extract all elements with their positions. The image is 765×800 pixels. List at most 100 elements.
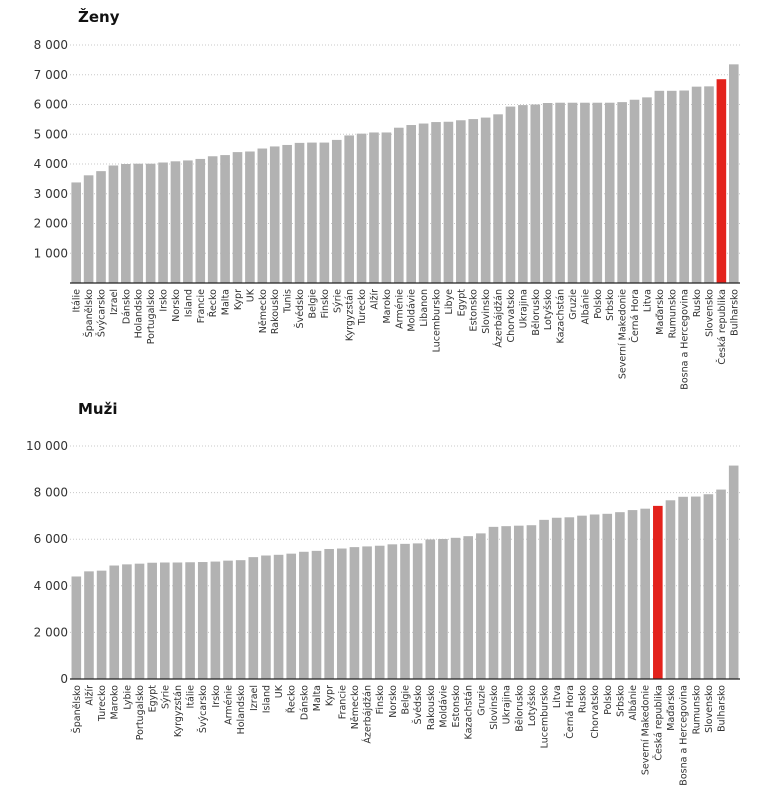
x-tick-label: Rumunsko <box>667 289 678 339</box>
x-tick-label: Kyrgyzstán <box>345 289 356 341</box>
x-tick-label: Chorvatsko <box>590 685 601 739</box>
bar <box>134 563 145 679</box>
x-tick-label: Turecko <box>97 685 108 722</box>
x-tick-label: Kazachstán <box>556 289 567 343</box>
bar <box>564 517 575 679</box>
x-tick-label: Sýrie <box>160 685 171 709</box>
bar <box>580 102 590 283</box>
bar <box>349 547 360 679</box>
x-tick-label: Izrael <box>109 289 120 315</box>
bar <box>248 557 259 679</box>
x-tick-label: UK <box>274 684 285 698</box>
y-tick-label: 4 000 <box>34 579 68 593</box>
bar <box>362 546 372 679</box>
x-tick-label: Lotyšsko <box>527 685 538 726</box>
x-tick-label: Bulharsko <box>729 289 740 336</box>
x-tick-label: Rakousko <box>270 289 281 334</box>
bar <box>195 158 206 283</box>
bar <box>615 512 625 679</box>
x-tick-label: Estonsko <box>451 685 462 728</box>
x-tick-label: Bosna a Hercegovina <box>680 289 691 390</box>
bar <box>220 155 230 283</box>
bar <box>158 162 168 283</box>
y-tick-label: 7 000 <box>34 68 68 82</box>
bar <box>728 64 739 284</box>
bar <box>468 119 479 283</box>
bar <box>555 102 565 283</box>
x-tick-label: Irsko <box>159 289 170 312</box>
bar <box>374 545 385 679</box>
bar <box>71 182 82 283</box>
bar <box>183 160 193 283</box>
x-tick-label: Kyrgyzstán <box>173 685 184 737</box>
bar <box>232 152 243 283</box>
x-tick-label: Lotyšsko <box>543 289 554 330</box>
x-tick-label: Albánie <box>580 289 591 325</box>
bar <box>704 86 714 283</box>
bar <box>425 539 436 679</box>
bar <box>542 103 553 283</box>
bar <box>307 142 317 283</box>
x-tick-label: Švýcarsko <box>197 685 209 733</box>
bar <box>728 465 739 679</box>
bar <box>493 114 503 283</box>
x-tick-label: Lucembursko <box>432 289 443 353</box>
bar <box>324 548 334 679</box>
chart-1: Ženy 1 000 2 000 3 000 4 000 5 000 6 000 7 000 8… <box>34 7 741 390</box>
x-tick-label: Itálie <box>186 685 197 709</box>
y-tick-label: 5 000 <box>34 127 68 141</box>
bar <box>665 500 676 679</box>
x-tick-label: Ukrajina <box>502 685 513 724</box>
y-tick-label: 8 000 <box>34 38 68 52</box>
x-tick-label: Ukrajina <box>518 289 529 328</box>
chart-title: Ženy <box>78 7 120 26</box>
bar <box>331 139 342 283</box>
x-tick-label: Rumunsko <box>691 685 702 735</box>
x-tick-label: Německo <box>350 685 361 729</box>
bar <box>443 121 454 283</box>
bar <box>629 99 640 284</box>
x-tick-label: Arménie <box>394 289 405 329</box>
x-tick-label: Dánsko <box>121 289 132 324</box>
x-tick-label: Kypr <box>233 289 244 310</box>
bar <box>108 165 119 283</box>
bar <box>567 102 578 283</box>
bar <box>245 151 255 283</box>
x-tick-label: Maďarsko <box>655 289 666 335</box>
bar <box>122 564 132 679</box>
x-tick-label: Bělorusko <box>514 685 525 732</box>
bar <box>691 86 702 284</box>
bar <box>71 576 82 679</box>
y-tick-label: 1 000 <box>34 246 68 260</box>
x-tick-label: Polsko <box>593 289 604 319</box>
y-tick-label: 8 000 <box>34 486 68 500</box>
x-tick-label: Izrael <box>249 685 260 711</box>
x-tick-label: Slovinsko <box>481 289 492 334</box>
x-tick-label: Itálie <box>72 289 83 313</box>
y-tick-label: 6 000 <box>34 532 68 546</box>
x-tick-label: Albánie <box>628 685 639 721</box>
x-tick-label: Malta <box>221 289 232 315</box>
bar <box>96 171 106 283</box>
x-tick-label: Černá Hora <box>564 685 576 739</box>
x-tick-label: Dánsko <box>299 685 310 720</box>
x-tick-label: Norsko <box>388 685 399 718</box>
bar <box>133 163 144 283</box>
x-tick-label: Egypt <box>148 685 159 713</box>
bar <box>679 90 689 283</box>
x-tick-label: Litva <box>642 289 653 312</box>
bar-highlight <box>716 79 727 284</box>
x-tick-label: Chorvatsko <box>506 289 517 343</box>
x-tick-label: Rusko <box>692 289 703 317</box>
x-tick-label: Srbsko <box>615 685 626 717</box>
x-tick-label: Francie <box>196 289 207 323</box>
x-tick-label: Gruzie <box>568 289 579 320</box>
x-tick-label: Moldávie <box>438 685 449 728</box>
bar <box>438 538 448 679</box>
bar <box>716 489 726 679</box>
bar <box>84 571 94 679</box>
x-tick-label: Španělsko <box>71 685 83 733</box>
bar <box>235 560 246 679</box>
bar <box>381 132 392 283</box>
x-tick-label: Finsko <box>375 685 386 715</box>
